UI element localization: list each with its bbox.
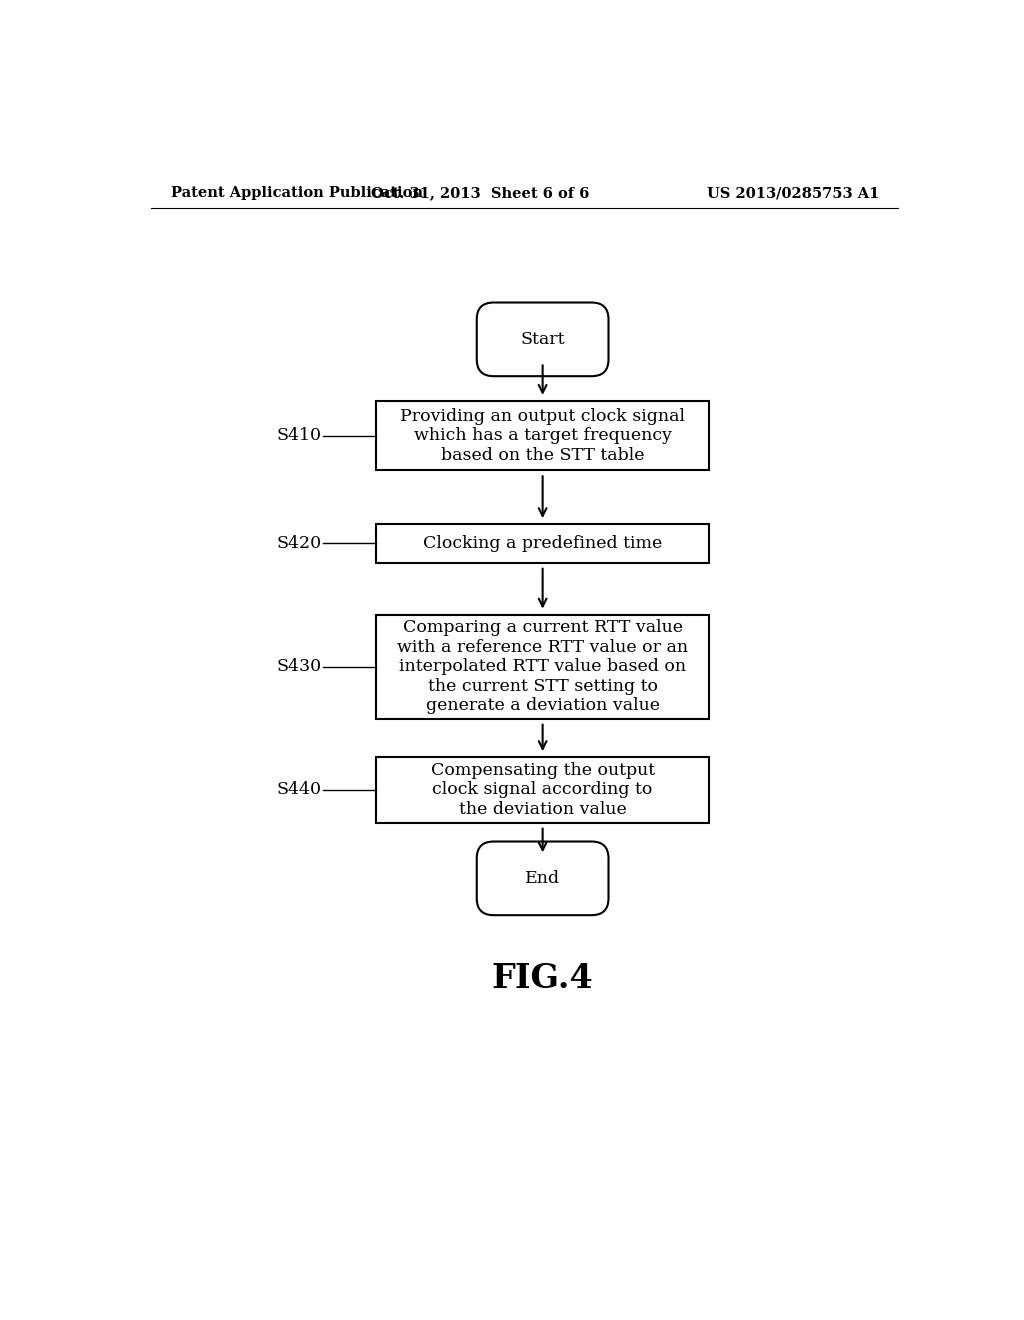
Bar [376, 401, 710, 470]
Bar [376, 615, 710, 718]
Text: Compensating the output
clock signal according to
the deviation value: Compensating the output clock signal acc… [430, 762, 654, 818]
Text: S420: S420 [276, 535, 322, 552]
Text: Providing an output clock signal
which has a target frequency
based on the STT t: Providing an output clock signal which h… [400, 408, 685, 463]
Text: Start: Start [520, 331, 565, 348]
Text: Patent Application Publication: Patent Application Publication [171, 186, 423, 201]
Text: End: End [525, 870, 560, 887]
Text: US 2013/0285753 A1: US 2013/0285753 A1 [708, 186, 880, 201]
Text: S440: S440 [276, 781, 322, 799]
Bar [376, 524, 710, 562]
Text: S410: S410 [276, 428, 322, 444]
Text: FIG.4: FIG.4 [492, 962, 594, 995]
Text: Clocking a predefined time: Clocking a predefined time [423, 535, 663, 552]
Bar [376, 758, 710, 822]
FancyBboxPatch shape [477, 302, 608, 376]
FancyBboxPatch shape [477, 842, 608, 915]
Text: Oct. 31, 2013  Sheet 6 of 6: Oct. 31, 2013 Sheet 6 of 6 [372, 186, 590, 201]
Text: Comparing a current RTT value
with a reference RTT value or an
interpolated RTT : Comparing a current RTT value with a ref… [397, 619, 688, 714]
Text: S430: S430 [276, 659, 322, 675]
